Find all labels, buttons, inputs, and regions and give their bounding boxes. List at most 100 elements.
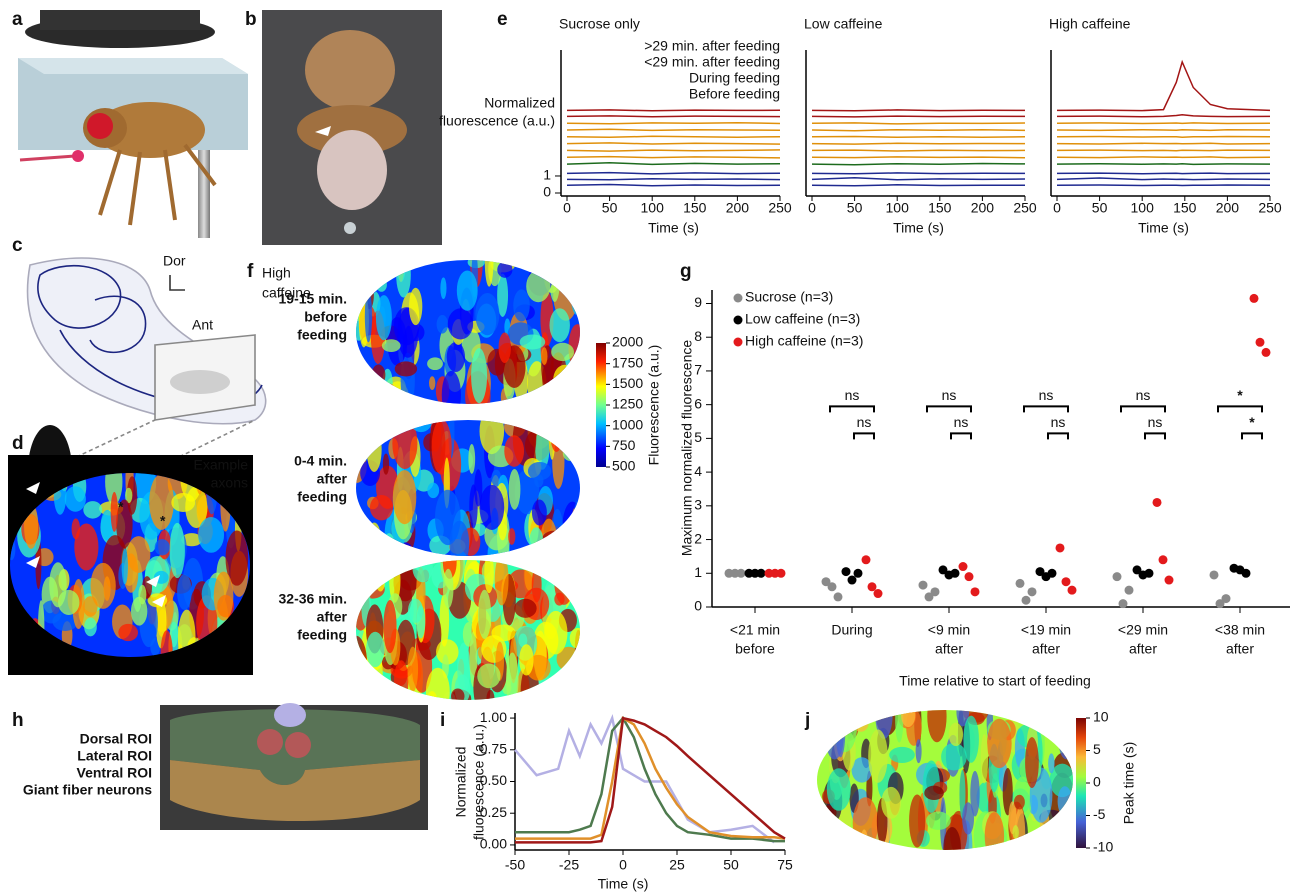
legend-entry: <29 min. after feeding <box>644 54 780 70</box>
trace <box>567 116 780 117</box>
x-tick-label: <38 min <box>1215 622 1265 638</box>
heat-spot <box>138 585 146 605</box>
heat-spot <box>198 517 224 553</box>
heat-spot <box>853 797 879 848</box>
x-tick-label: 150 <box>1173 200 1197 216</box>
y-axis-label: fluorescence (a.u.) <box>471 724 487 840</box>
heat-spot <box>557 675 569 709</box>
heat-spot <box>543 403 564 444</box>
heat-spot <box>949 723 963 746</box>
heat-spot <box>395 361 417 376</box>
trace <box>1057 185 1270 186</box>
heat-spot <box>830 822 840 872</box>
heat-spot <box>541 347 547 365</box>
y-tick-label: 1 <box>543 167 551 183</box>
photo-b <box>262 10 442 245</box>
heat-spot <box>570 264 581 315</box>
legend-entry: High caffeine (n=3) <box>745 333 863 349</box>
legend-entry: During feeding <box>689 70 780 86</box>
heat-spot <box>562 502 582 555</box>
point <box>757 569 766 578</box>
heat-spot <box>477 664 500 689</box>
heat-spot <box>361 553 374 572</box>
asterisk: * <box>118 499 124 515</box>
heat-spot <box>427 483 439 499</box>
heat-spot <box>853 714 869 731</box>
x-tick-label: 25 <box>669 857 685 873</box>
image-f <box>347 233 587 420</box>
trace <box>1057 157 1270 158</box>
heat-spot <box>569 573 585 599</box>
axis-direction: Ant <box>192 317 213 333</box>
heat-spot <box>561 556 585 572</box>
trace <box>567 173 780 174</box>
x-tick-label: -25 <box>559 857 579 873</box>
heat-spot <box>437 315 449 334</box>
trace <box>567 179 780 180</box>
heat-spot <box>440 277 446 299</box>
x-tick-label: 150 <box>683 200 707 216</box>
condition-label: after <box>317 471 348 487</box>
heat-spot <box>368 523 380 547</box>
image-f <box>346 400 586 574</box>
heat-spot <box>412 554 432 583</box>
illustration-a <box>18 10 248 238</box>
heat-spot <box>542 531 564 549</box>
x-tick-label: 50 <box>1092 200 1108 216</box>
x-tick-label: 100 <box>1131 200 1155 216</box>
heat-spot <box>569 661 586 674</box>
x-axis-label: Time relative to start of feeding <box>899 673 1091 689</box>
heat-spot <box>552 434 564 489</box>
heat-spot <box>514 599 536 618</box>
colorbar-label: Fluorescence (a.u.) <box>646 345 662 466</box>
heat-spot <box>508 528 515 545</box>
y-tick-label: 8 <box>694 328 702 344</box>
heat-spot <box>504 435 524 467</box>
trace <box>1057 178 1270 180</box>
heat-spot <box>549 255 560 302</box>
heat-spot <box>540 519 558 570</box>
heat-spot <box>566 417 584 454</box>
image-note: axons <box>211 475 248 491</box>
heat-spot <box>426 668 450 716</box>
point <box>1048 569 1057 578</box>
trace <box>812 150 1025 151</box>
heat-spot <box>407 647 418 692</box>
heat-spot <box>353 530 369 544</box>
panel-title: High <box>262 265 291 281</box>
heat-spot <box>868 730 888 783</box>
heat-spot <box>509 469 521 510</box>
heat-spot <box>567 665 582 704</box>
heat-spot <box>155 539 170 555</box>
heat-spot <box>345 636 367 691</box>
heat-spot <box>570 508 580 562</box>
y-axis-label: Normalized <box>453 747 469 818</box>
y-tick-label: 4 <box>694 463 702 479</box>
point <box>1125 586 1134 595</box>
point <box>1262 348 1271 357</box>
legend-entry: Before feeding <box>689 86 780 102</box>
heat-spot <box>826 716 844 759</box>
heat-spot <box>831 726 843 741</box>
heat-spot <box>810 693 831 745</box>
point <box>1028 587 1037 596</box>
x-tick-label: 200 <box>726 200 750 216</box>
point <box>1056 543 1065 552</box>
heat-spot <box>429 376 435 390</box>
point <box>874 589 883 598</box>
x-axis-label: Time (s) <box>648 220 699 236</box>
heat-spot <box>485 236 494 286</box>
x-tick-label: 0 <box>1053 200 1061 216</box>
point <box>854 569 863 578</box>
x-tick-label: after <box>1032 641 1060 657</box>
trace <box>567 123 780 124</box>
panel-title: High caffeine <box>1049 16 1131 32</box>
heat-spot <box>528 462 551 480</box>
heat-spot <box>511 253 527 267</box>
heat-spot <box>1054 714 1066 743</box>
heat-spot <box>354 655 362 683</box>
heat-spot <box>84 618 97 637</box>
heat-spot <box>478 590 491 639</box>
significance-label: * <box>1237 387 1243 403</box>
point <box>959 562 968 571</box>
